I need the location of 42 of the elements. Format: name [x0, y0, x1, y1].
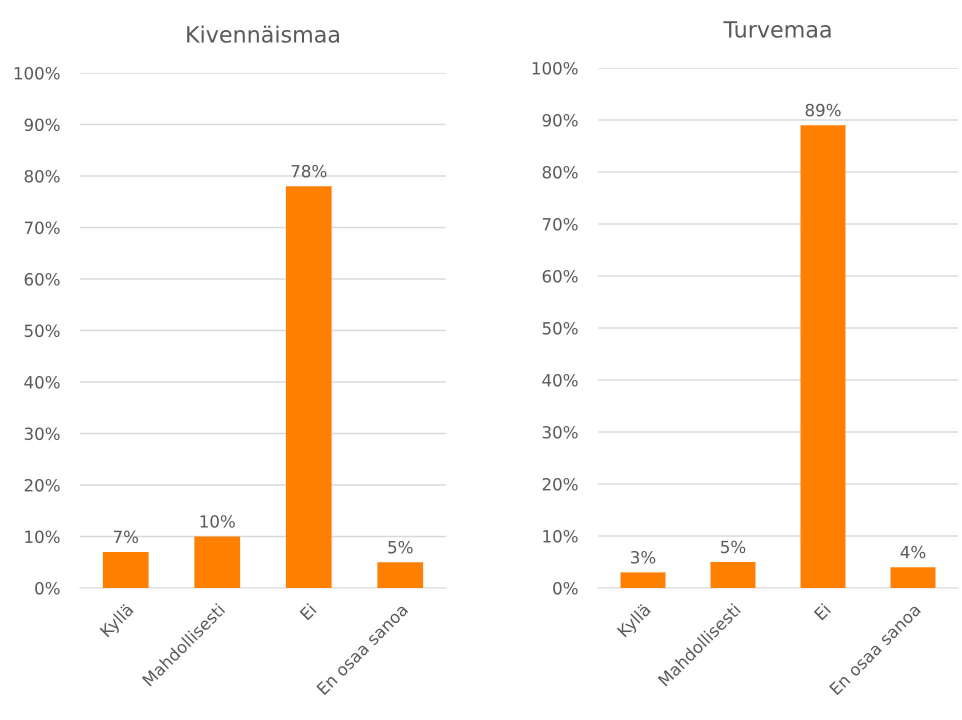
data-label: 89% [806, 104, 841, 116]
x-tick-label: Ei [299, 602, 317, 620]
bar [710, 562, 756, 588]
bar [377, 562, 424, 588]
y-tick-label: 30% [542, 426, 578, 439]
y-tick-label: 60% [542, 270, 578, 283]
y-tick-label: 70% [24, 221, 60, 234]
data-label: 5% [388, 540, 413, 554]
data-label: 78% [292, 164, 326, 178]
bar [194, 536, 240, 588]
y-tick-label: 90% [24, 118, 60, 132]
y-tick-label: 60% [24, 272, 60, 286]
y-tick-label: 90% [542, 114, 578, 127]
y-tick-label: 100% [532, 62, 578, 75]
y-tick-label: 30% [24, 427, 60, 440]
bar [286, 186, 332, 588]
y-tick-label: 50% [542, 322, 578, 335]
y-tick-label: 20% [24, 478, 60, 492]
data-label: 4% [900, 546, 926, 558]
y-tick-label: 0% [35, 582, 60, 595]
y-tick-label: 100% [14, 66, 60, 80]
data-label: 3% [631, 551, 656, 564]
y-tick-label: 70% [542, 218, 578, 231]
y-tick-label: 50% [24, 324, 60, 338]
y-tick-label: 80% [542, 166, 578, 179]
bar [620, 572, 666, 588]
y-tick-label: 0% [553, 582, 578, 595]
data-label: 5% [721, 540, 746, 554]
chart-title: Turvemaa [723, 21, 831, 38]
y-tick-label: 10% [543, 530, 578, 543]
y-tick-label: 20% [542, 478, 578, 491]
y-tick-label: 40% [24, 376, 60, 389]
bar [102, 552, 149, 588]
bar [800, 125, 846, 588]
bar [890, 567, 936, 588]
y-tick-label: 40% [542, 374, 578, 387]
chart-title: Kivennäismaa [187, 26, 339, 43]
y-tick-label: 10% [25, 530, 60, 544]
y-tick-label: 80% [24, 170, 60, 183]
data-label: 7% [114, 530, 138, 544]
data-label: 10% [200, 515, 235, 528]
x-tick-label: Ei [813, 602, 831, 620]
